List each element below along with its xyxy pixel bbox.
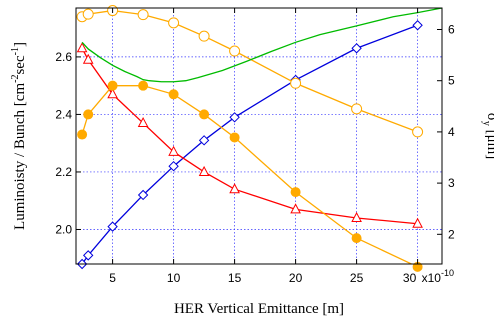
y-right-tick-label: 2 [448,227,455,241]
series-1 [81,24,418,264]
data-point [168,89,179,100]
y-left-tick-label: 2.0 [55,222,72,236]
data-point [229,112,240,123]
data-point [290,203,301,214]
data-point [198,165,210,176]
data-point [412,126,424,138]
series-line [81,85,414,264]
ticks: 5 10 15 20 25 30 x10-10 2.0 2.2 2.4 2.6 2 3 4 5 6 [55,8,455,285]
data-point [82,53,94,64]
series-line [81,47,418,225]
data-point [82,8,94,20]
y-right-tick-label: 3 [448,176,455,190]
data-point [351,103,363,115]
series-3 [81,85,414,264]
data-point [137,9,149,21]
series-line [81,24,418,264]
y-left-tick-label: 2.2 [55,165,72,179]
data-point [168,145,179,156]
series-layer [76,5,442,272]
data-point [168,17,180,29]
data-point [229,45,241,57]
data-point [229,183,240,194]
data-point [290,187,301,198]
data-point [138,80,149,91]
data-point [107,221,118,232]
x-axis-title: HER Vertical Emittance [m] [174,301,344,317]
data-point [229,132,240,143]
data-point [82,250,94,261]
series-line [81,9,418,133]
data-point [351,233,362,244]
data-point [83,109,94,120]
data-point [199,109,210,120]
y-left-axis-title: Luminoisty / Bunch [cm-2sec-1] [10,42,28,230]
x-tick-label: 20 [289,271,303,285]
data-point [351,211,362,222]
data-point [76,42,88,53]
y-left-tick-label: 2.6 [55,50,72,64]
data-point [168,160,179,172]
data-point [412,217,423,228]
data-point [137,116,149,128]
y-left-tick-label: 2.4 [55,107,72,121]
x-multiplier-label: x10-10 [422,268,454,285]
series-5 [81,8,442,83]
data-point [137,189,149,201]
x-tick-label: 30 [403,271,417,285]
grid-lines [76,8,442,264]
data-point [107,88,118,99]
data-point [77,129,88,140]
x-tick-label: 10 [167,271,181,285]
data-point [107,80,118,91]
series-line [81,8,442,83]
x-tick-label: 5 [109,271,116,285]
series-markers [76,5,424,138]
y-right-tick-label: 5 [448,74,455,88]
series-2 [81,47,418,225]
series-markers [76,20,423,270]
data-point [351,43,362,54]
y-right-tick-label: 4 [448,125,455,139]
y-right-tick-label: 6 [448,23,455,37]
data-point [198,135,210,146]
x-tick-label: 15 [228,271,242,285]
y-right-axis-title: σy [μm] [481,113,494,160]
x-tick-label: 25 [350,271,364,285]
data-point [290,77,302,89]
series-markers [77,80,423,272]
data-point [198,30,210,42]
data-point [412,20,423,31]
series-markers [76,42,423,228]
series-4 [81,9,418,133]
plot-frame [75,7,443,265]
